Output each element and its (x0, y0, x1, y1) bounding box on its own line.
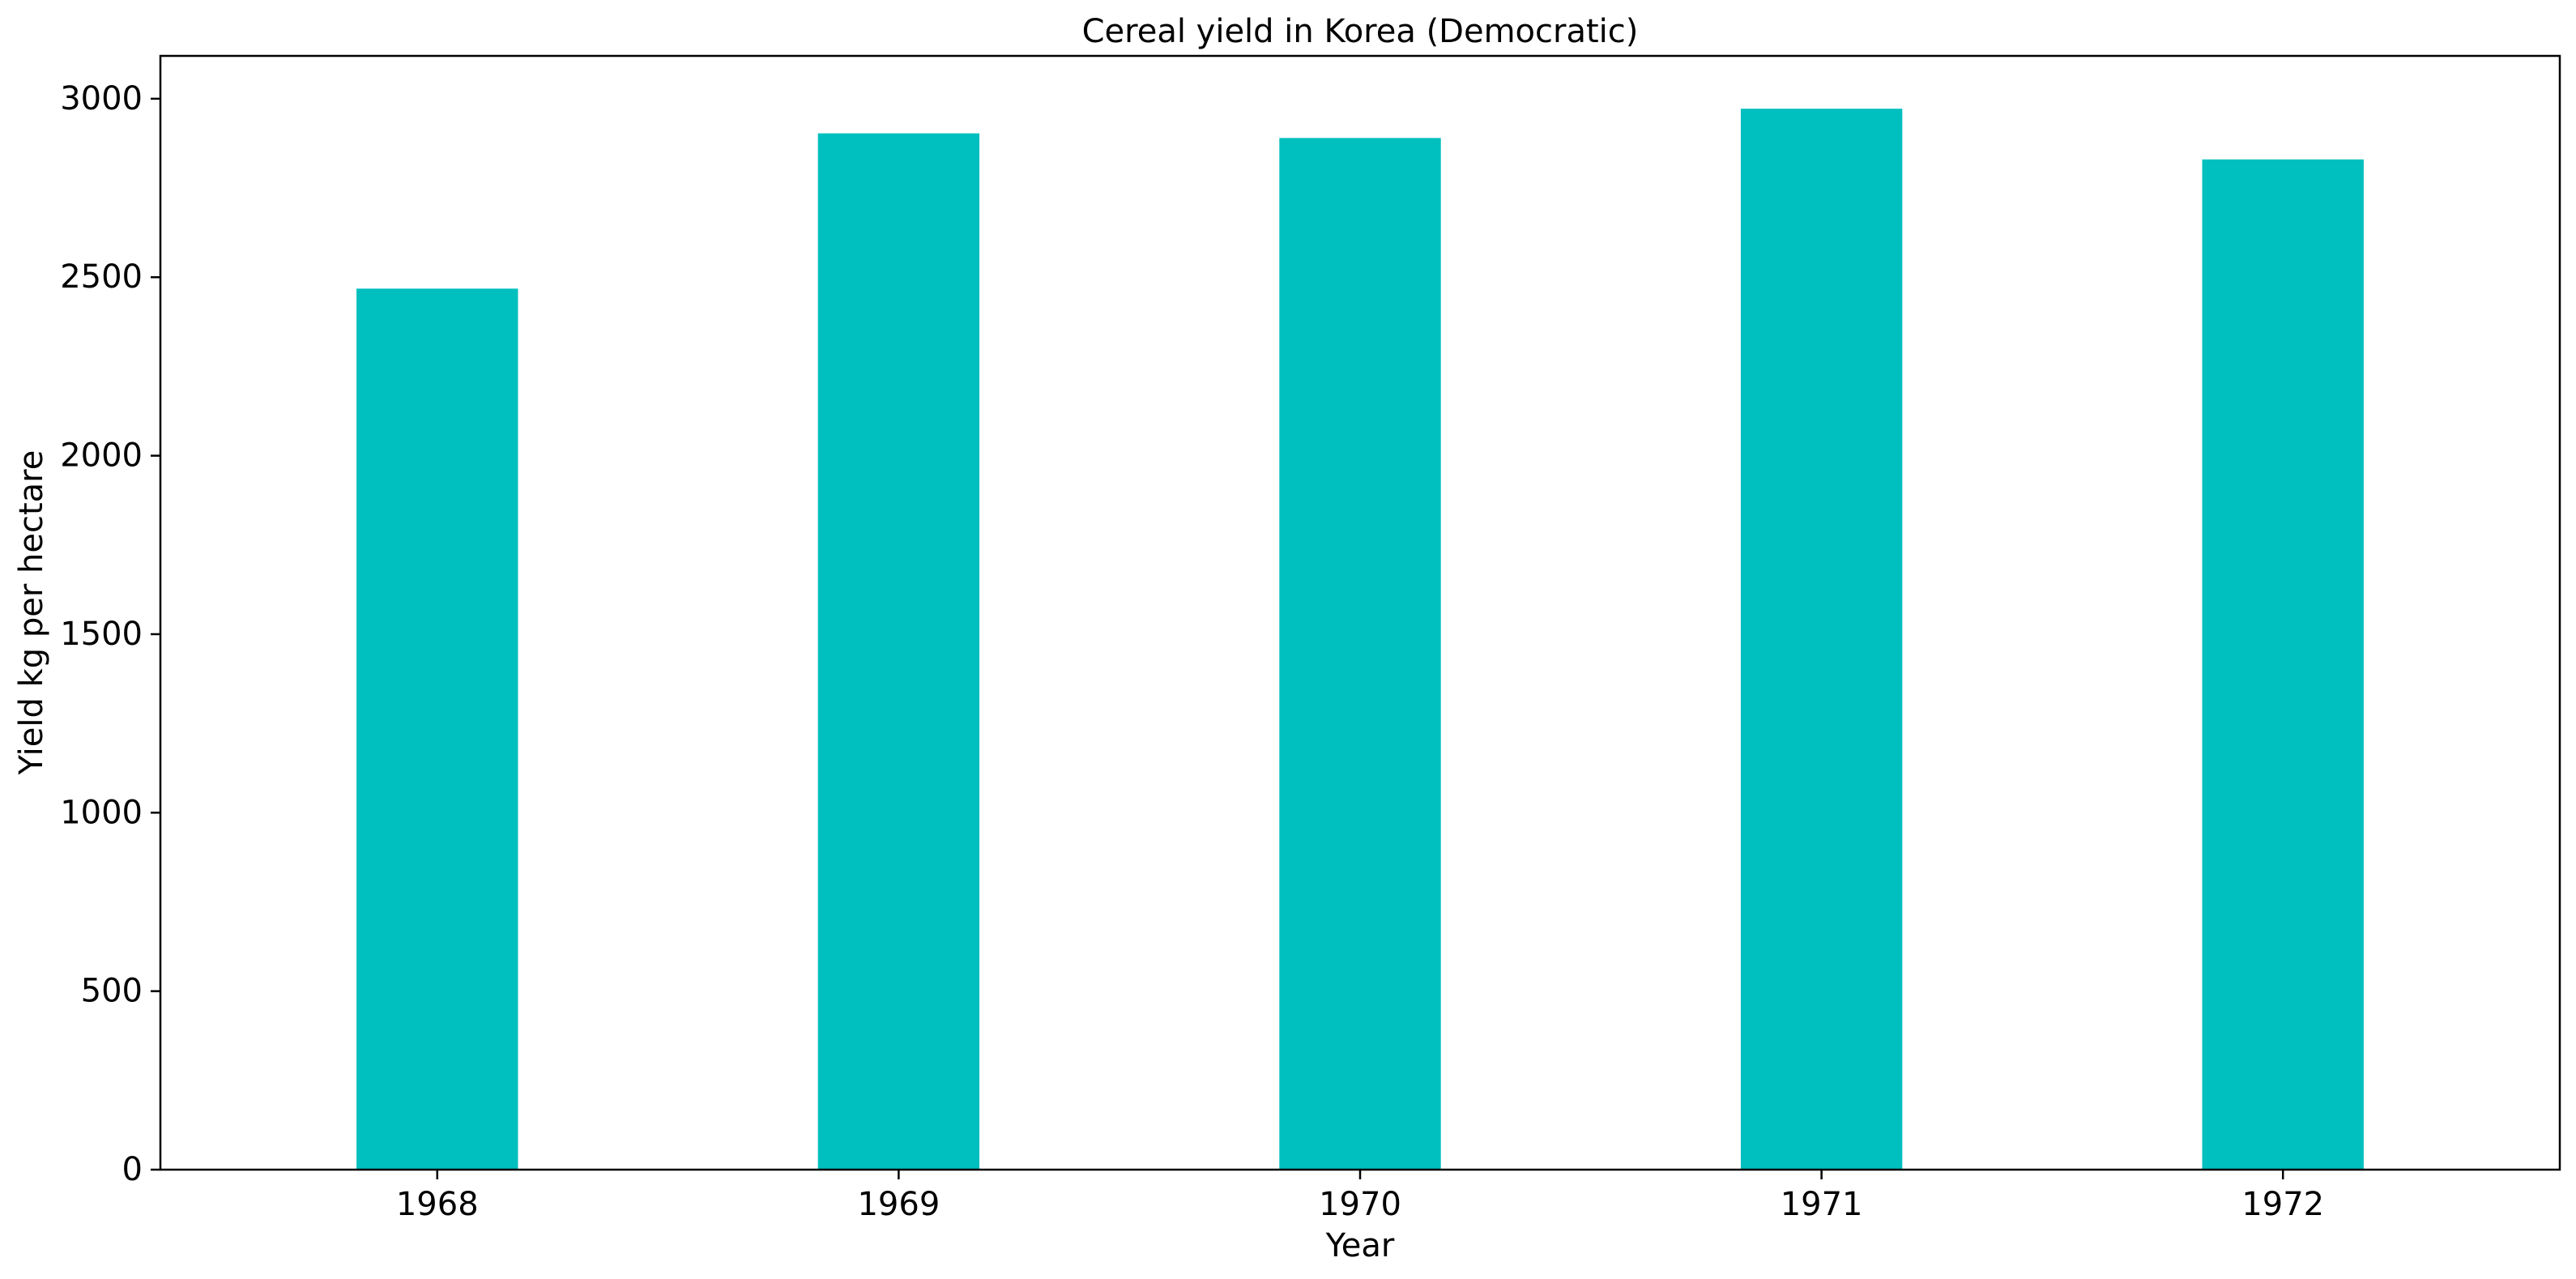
x-tick-label: 1971 (1781, 1186, 1863, 1223)
y-axis: 0 500 1000 1500 2000 2500 3000 (60, 80, 160, 1188)
y-tick-label: 1000 (60, 794, 143, 831)
bar-1970 (1279, 138, 1441, 1170)
bar-1971 (1740, 109, 1903, 1170)
x-tick-label: 1969 (857, 1186, 940, 1223)
chart-title: Cereal yield in Korea (Democratic) (1082, 13, 1639, 50)
y-tick-label: 3000 (60, 80, 143, 117)
x-axis: 1968 1969 1970 1971 1972 (396, 1170, 2324, 1223)
y-axis-label: Yield kg per hectare (13, 450, 50, 776)
x-tick-label: 1970 (1319, 1186, 1401, 1223)
x-tick-label: 1972 (2241, 1186, 2324, 1223)
plot-area (159, 54, 2561, 1171)
y-tick-label: 2500 (60, 258, 143, 296)
y-tick-label: 2000 (60, 437, 143, 475)
bar-1972 (2202, 159, 2364, 1170)
x-axis-label: Year (1325, 1227, 1395, 1264)
y-tick-label: 0 (122, 1151, 143, 1188)
y-tick-label: 1500 (60, 616, 143, 653)
bar-1968 (356, 288, 518, 1170)
y-tick-label: 500 (81, 973, 143, 1010)
bar-1969 (817, 133, 980, 1170)
bars-group (356, 109, 2364, 1170)
x-tick-label: 1968 (396, 1186, 479, 1223)
